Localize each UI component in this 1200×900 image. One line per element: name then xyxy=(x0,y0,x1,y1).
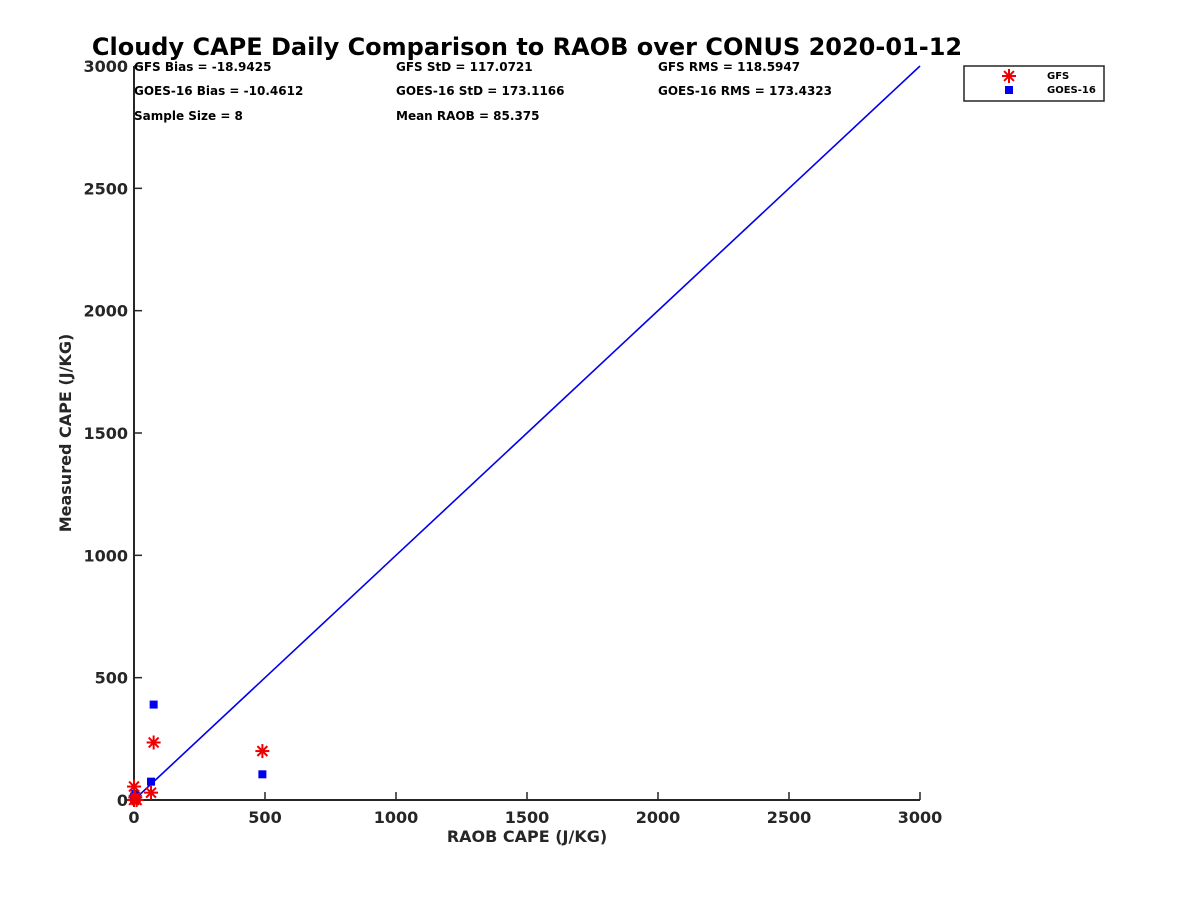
stat-text: GOES-16 StD = 173.1166 xyxy=(396,84,565,98)
goes16-point xyxy=(149,700,158,709)
y-tick-label: 500 xyxy=(95,669,128,688)
stat-text: Mean RAOB = 85.375 xyxy=(396,109,540,123)
x-tick-label: 1500 xyxy=(505,808,550,827)
y-tick-label: 3000 xyxy=(83,57,128,76)
x-tick-label: 2000 xyxy=(636,808,681,827)
stat-text: GFS RMS = 118.5947 xyxy=(658,60,800,74)
data-points xyxy=(127,700,270,807)
gfs-point xyxy=(127,779,141,794)
chart-title: Cloudy CAPE Daily Comparison to RAOB ove… xyxy=(92,33,962,61)
x-tick-label: 0 xyxy=(128,808,139,827)
legend-gfs-asterisk xyxy=(1002,69,1016,83)
axes: 0 500 1000 1500 2000 2500 3000 0 500 1000 1500 2000… xyxy=(83,57,942,827)
legend-goes16-label: GOES-16 xyxy=(1047,85,1096,96)
legend: GFS GOES-16 xyxy=(963,65,1105,102)
x-tick-label: 500 xyxy=(248,808,281,827)
statistics-block: GFS Bias = -18.9425 GFS StD = 117.0721 GFS… xyxy=(134,60,832,123)
goes16-point xyxy=(147,777,156,786)
gfs-point xyxy=(146,735,161,750)
y-tick-label: 2000 xyxy=(83,302,128,321)
legend-goes16-square xyxy=(1005,86,1013,94)
stat-text: GFS Bias = -18.9425 xyxy=(134,60,271,74)
y-tick-label: 1500 xyxy=(83,424,128,443)
x-tick-label: 2500 xyxy=(767,808,812,827)
y-tick-label: 0 xyxy=(117,791,128,810)
gfs-point xyxy=(255,744,270,759)
x-tick-label: 3000 xyxy=(898,808,943,827)
x-axis-label: RAOB CAPE (J/KG) xyxy=(447,827,607,846)
legend-gfs-marker xyxy=(1002,69,1016,83)
y-tick-label: 1000 xyxy=(83,546,128,565)
legend-gfs-label: GFS xyxy=(1047,71,1069,82)
legend-goes16-marker xyxy=(1005,86,1013,94)
stat-text: Sample Size = 8 xyxy=(134,109,243,123)
y-tick-label: 2500 xyxy=(83,179,128,198)
y-axis-label: Measured CAPE (J/KG) xyxy=(56,334,75,533)
legend-box xyxy=(963,65,1105,102)
stat-text: GOES-16 RMS = 173.4323 xyxy=(658,84,832,98)
one-to-one-line xyxy=(133,65,921,801)
stat-text: GOES-16 Bias = -10.4612 xyxy=(134,84,303,98)
reference-line-layer xyxy=(133,65,921,801)
stat-text: GFS StD = 117.0721 xyxy=(396,60,533,74)
goes16-point xyxy=(258,770,267,779)
gfs-point xyxy=(129,793,144,807)
x-tick-label: 1000 xyxy=(374,808,419,827)
gfs-point xyxy=(144,785,159,800)
